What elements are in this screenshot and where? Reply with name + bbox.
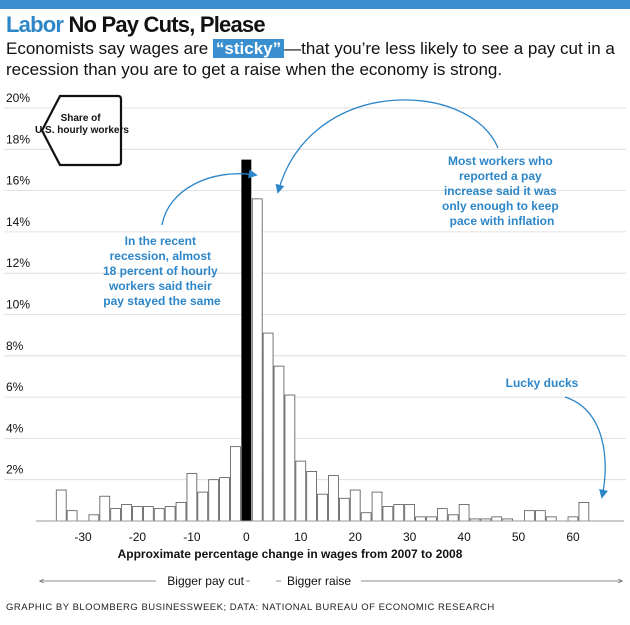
- bar: [393, 504, 405, 522]
- y-tick-label: 4%: [6, 421, 24, 435]
- y-tick-label: 16%: [6, 174, 30, 188]
- bar: [458, 504, 470, 522]
- top-accent-bar: [0, 0, 630, 9]
- x-tick-label: 60: [566, 530, 580, 544]
- x-tick-label: 50: [512, 530, 526, 544]
- bar: [338, 497, 350, 522]
- x-axis-ticks: -30 -20 -10 0 10 20 30 40 50 60: [74, 530, 580, 544]
- bar: [186, 473, 198, 522]
- bar: [317, 493, 328, 522]
- bar: [524, 510, 535, 522]
- bars: [55, 159, 590, 522]
- bar: [295, 460, 307, 522]
- bar: [66, 510, 78, 522]
- bar: [360, 512, 372, 522]
- y-tick-label: 18%: [6, 132, 30, 146]
- bar: [328, 475, 339, 522]
- x-tick-label: -20: [129, 530, 147, 544]
- bar: [208, 479, 220, 522]
- chart-title: No Pay Cuts, Please: [68, 12, 265, 37]
- dek-text-before: Economists say wages are: [6, 39, 213, 58]
- bar: [175, 502, 187, 522]
- bar: [142, 506, 154, 522]
- y-tick-label: 12%: [6, 256, 30, 270]
- bar: [349, 489, 361, 522]
- label-bg-right: [281, 572, 361, 590]
- bar: [55, 489, 67, 522]
- bar: [404, 504, 416, 522]
- bar: [545, 516, 557, 522]
- headline: Labor No Pay Cuts, Please: [6, 12, 266, 38]
- bar: [567, 516, 579, 522]
- x-axis-label: Approximate percentage change in wages f…: [118, 547, 463, 561]
- dek-text-after: —that you’re less likely to see a pay cu…: [6, 39, 615, 79]
- y-tick-label: 20%: [6, 91, 30, 105]
- x-tick-label: 30: [403, 530, 417, 544]
- bar-highlight: [241, 159, 252, 521]
- annotation-lucky-ducks: Lucky ducks: [506, 376, 579, 390]
- callout-arrow-recession: [161, 169, 258, 226]
- bar: [110, 508, 122, 522]
- x-tick-label: 0: [243, 530, 250, 544]
- y-axis-label: Share of U.S. hourly workers: [35, 113, 129, 136]
- label-bg-left: [156, 572, 246, 590]
- bar: [273, 365, 285, 522]
- bar: [88, 514, 100, 522]
- bar: [491, 516, 503, 522]
- bar: [164, 506, 176, 522]
- dek: Economists say wages are “sticky” —that y…: [6, 38, 626, 80]
- wage-change-chart: 2% 4% 6% 8% 10% 12% 14% 16% 18% 20% -30 -20 -10 0 10 2…: [4, 91, 626, 590]
- x-tick-label: 20: [349, 530, 363, 544]
- y-tick-label: 6%: [6, 380, 24, 394]
- bar: [436, 508, 448, 522]
- label-bigger-raise: Bigger raise: [287, 574, 351, 588]
- bar: [99, 495, 111, 522]
- x-tick-label: 40: [457, 530, 471, 544]
- annotation-inflation: Most workers who reported a pay increase…: [442, 154, 562, 228]
- x-tick-label: -30: [74, 530, 92, 544]
- dek-highlight: “sticky”: [212, 39, 285, 58]
- bar: [219, 477, 230, 522]
- bar: [284, 394, 296, 522]
- section-label: Labor: [6, 12, 64, 37]
- bar: [132, 506, 143, 522]
- x-tick-label: -10: [183, 530, 201, 544]
- y-tick-label: 2%: [6, 463, 24, 477]
- bar: [415, 516, 426, 522]
- x-tick-label: 10: [294, 530, 308, 544]
- bar: [153, 508, 165, 522]
- label-bigger-pay-cut: Bigger pay cut: [167, 574, 244, 588]
- y-tick-label: 10%: [6, 298, 30, 312]
- callout-arrow-inflation: [275, 99, 499, 194]
- y-axis-label-badge: Share of U.S. hourly workers: [35, 94, 129, 167]
- bar: [426, 516, 437, 522]
- bar: [371, 491, 383, 522]
- source-credit: GRAPHIC BY BLOOMBERG BUSINESSWEEK; DATA:…: [6, 602, 495, 613]
- y-tick-label: 8%: [6, 339, 24, 353]
- bar: [447, 514, 459, 522]
- y-axis-ticks: 2% 4% 6% 8% 10% 12% 14% 16% 18% 20%: [6, 91, 30, 477]
- annotation-recession: In the recent recession, almost 18 perce…: [103, 234, 221, 308]
- bar: [534, 510, 546, 522]
- bar: [121, 504, 132, 522]
- callout-arrow-lucky-ducks: [564, 396, 608, 499]
- bar: [251, 198, 263, 522]
- bar: [306, 471, 318, 522]
- bar: [382, 506, 394, 522]
- bar: [197, 491, 209, 522]
- y-tick-label: 14%: [6, 215, 30, 229]
- bar: [578, 502, 590, 522]
- bar: [230, 446, 241, 522]
- bar: [262, 332, 274, 522]
